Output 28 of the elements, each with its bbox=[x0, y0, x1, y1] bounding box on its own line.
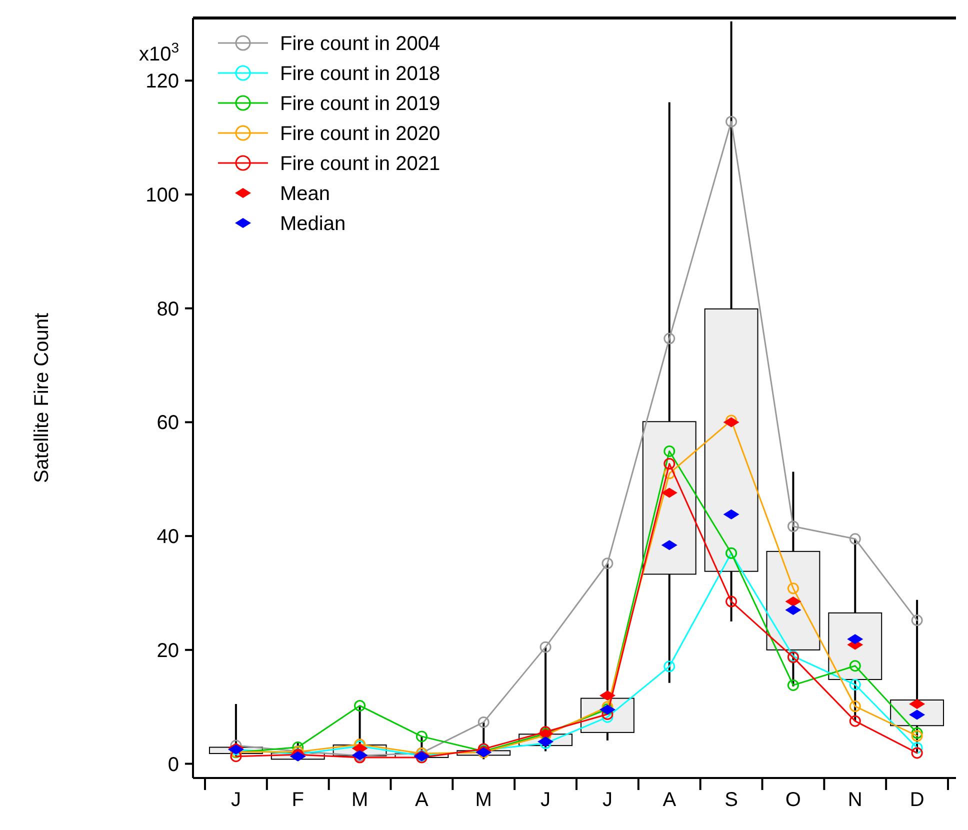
legend-label: Fire count in 2020 bbox=[280, 123, 440, 145]
x-tick-label: O bbox=[785, 789, 801, 811]
x-tick-label: J bbox=[540, 789, 551, 811]
y-tick-label: 40 bbox=[156, 526, 179, 548]
x-tick-label: D bbox=[910, 789, 924, 811]
y-tick-label: 60 bbox=[156, 412, 179, 434]
x-tick-label: A bbox=[415, 789, 430, 811]
legend-label: Fire count in 2021 bbox=[280, 153, 440, 175]
x-tick-label: N bbox=[848, 789, 862, 811]
y-tick-label: 20 bbox=[156, 640, 179, 662]
x-tick-label: J bbox=[602, 789, 612, 811]
x-tick-label: S bbox=[724, 789, 738, 811]
legend-label: Mean bbox=[280, 183, 330, 205]
legend-label: Fire count in 2019 bbox=[280, 93, 440, 115]
x-tick-label: A bbox=[662, 789, 677, 811]
legend-label: Fire count in 2018 bbox=[280, 63, 440, 85]
text: x10$^{3}$ bbox=[138, 40, 180, 66]
y-axis-title: Satellite Fire Count bbox=[31, 312, 53, 484]
legend-label: Median bbox=[280, 213, 346, 235]
x-tick-label: F bbox=[292, 789, 304, 811]
y-tick-label: 100 bbox=[146, 184, 179, 206]
x-tick-label: J bbox=[230, 789, 241, 811]
y-tick-label: 120 bbox=[146, 70, 179, 93]
legend-label: Fire count in 2004 bbox=[280, 33, 440, 55]
y-tick-label: 80 bbox=[156, 298, 179, 320]
x-tick-label: M bbox=[351, 789, 368, 811]
y-tick-label: 0 bbox=[168, 754, 179, 776]
x-tick-label: M bbox=[475, 789, 492, 811]
